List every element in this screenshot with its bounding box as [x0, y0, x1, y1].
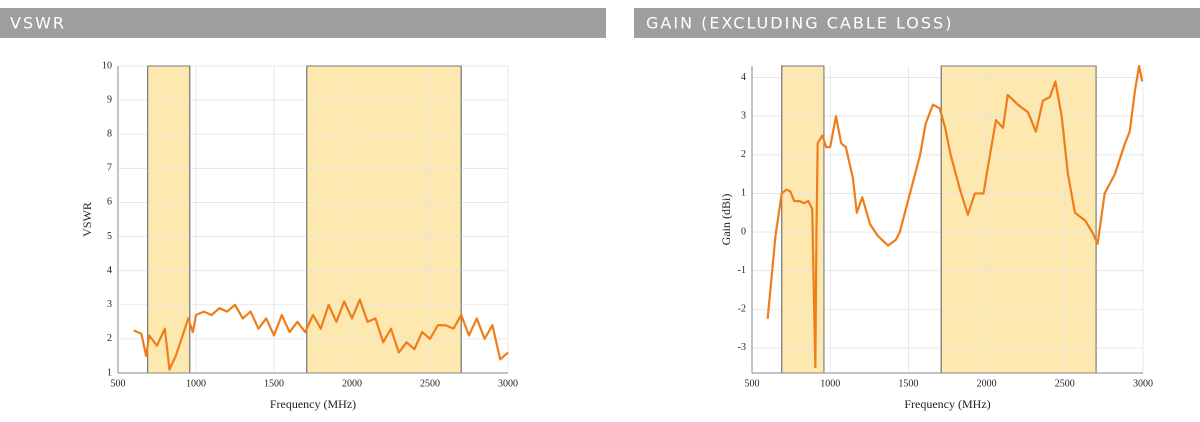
band [306, 65, 462, 374]
y-tick-label: -3 [738, 342, 746, 353]
x-tick-label: 2500 [420, 378, 440, 389]
x-axis-label: Frequency (MHz) [270, 397, 356, 411]
y-tick-label: 9 [107, 94, 112, 105]
x-tick-label: 2000 [342, 378, 362, 389]
y-tick-label: 2 [107, 333, 112, 344]
x-tick-label: 3000 [498, 378, 518, 389]
y-tick-label: 8 [107, 129, 112, 140]
y-tick-label: 3 [107, 299, 112, 310]
y-tick-label: 0 [741, 226, 746, 237]
y-tick-label: 7 [107, 163, 112, 174]
x-tick-label: 1000 [820, 378, 840, 389]
y-tick-label: 5 [107, 231, 112, 242]
x-tick-label: 1500 [264, 378, 284, 389]
y-tick-label: -2 [738, 304, 746, 315]
y-tick-label: 4 [741, 72, 746, 83]
y-tick-label: 4 [107, 265, 112, 276]
x-tick-label: 2000 [977, 378, 997, 389]
y-tick-label: 3 [741, 110, 746, 121]
x-tick-label: 500 [111, 378, 126, 389]
x-axis-label: Frequency (MHz) [904, 397, 990, 411]
y-tick-label: 2 [741, 149, 746, 160]
x-tick-label: 1000 [186, 378, 206, 389]
header-bar [0, 8, 606, 38]
y-tick-label: 1 [107, 367, 112, 378]
data-line [766, 64, 1144, 369]
chart-title: GAIN (EXCLUDING CABLE LOSS) [646, 14, 953, 33]
y-tick-label: -1 [738, 265, 746, 276]
y-tick-label: 6 [107, 197, 112, 208]
y-tick-label: 10 [102, 60, 112, 71]
y-axis-label: VSWR [80, 202, 94, 237]
chart-title: VSWR [10, 14, 66, 33]
header-bar [634, 8, 1200, 38]
x-tick-label: 500 [745, 378, 760, 389]
band [147, 65, 191, 374]
y-tick-label: 1 [741, 188, 746, 199]
x-tick-label: 2500 [1055, 378, 1075, 389]
band [940, 65, 1097, 374]
x-tick-label: 3000 [1133, 378, 1153, 389]
x-tick-label: 1500 [898, 378, 918, 389]
data-line [133, 298, 509, 371]
y-axis-label: Gain (dBi) [719, 194, 733, 246]
